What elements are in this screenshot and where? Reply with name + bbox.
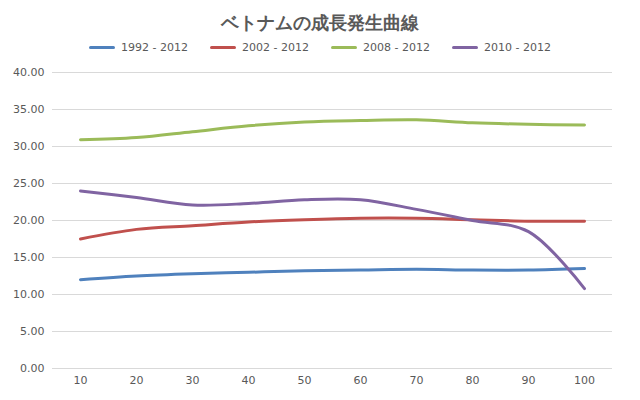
- svg-text:90: 90: [522, 374, 536, 387]
- svg-text:70: 70: [410, 374, 424, 387]
- svg-text:20.00: 20.00: [13, 214, 45, 227]
- html-text:1992 - 2012: 1992 - 2012: [121, 40, 188, 54]
- svg-text:40: 40: [242, 374, 256, 387]
- svg-text:10.00: 10.00: [13, 288, 45, 301]
- svg-text:20: 20: [130, 374, 144, 387]
- svg-text:40.00: 40.00: [13, 66, 45, 79]
- svg-text:0.00: 0.00: [20, 362, 45, 375]
- svg-text:15.00: 15.00: [13, 251, 45, 264]
- svg-text:10: 10: [74, 374, 88, 387]
- html-text:2002 - 2012: 2002 - 2012: [242, 40, 309, 54]
- svg-text:35.00: 35.00: [13, 103, 45, 116]
- svg-text:25.00: 25.00: [13, 177, 45, 190]
- html-text:2010 - 2012: 2010 - 2012: [484, 40, 551, 54]
- svg-text:30: 30: [186, 374, 200, 387]
- html-text:2008 - 2012: 2008 - 2012: [363, 40, 430, 54]
- svg-text:60: 60: [354, 374, 368, 387]
- svg-text:30.00: 30.00: [13, 140, 45, 153]
- html-text:ベトナムの成長発生曲線: ベトナムの成長発生曲線: [221, 12, 419, 33]
- svg-text:5.00: 5.00: [20, 325, 45, 338]
- svg-text:100: 100: [574, 374, 595, 387]
- svg-text:50: 50: [298, 374, 312, 387]
- svg-text:80: 80: [466, 374, 480, 387]
